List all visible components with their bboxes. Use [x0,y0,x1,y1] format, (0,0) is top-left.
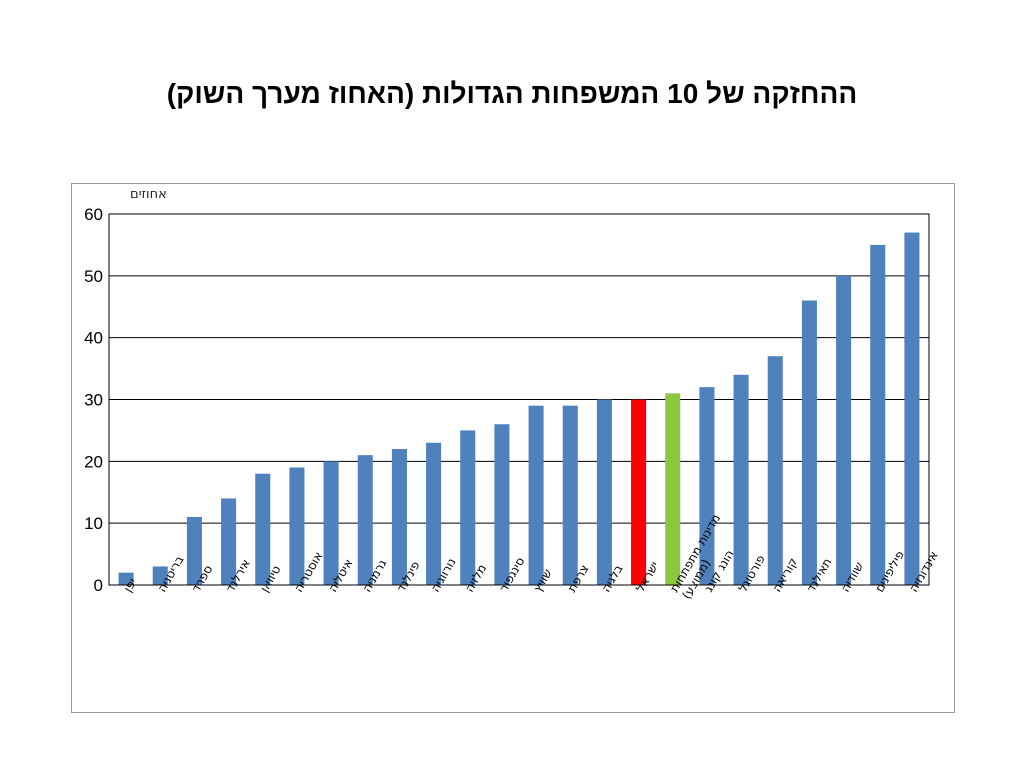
bar [255,473,271,585]
y-axis-label: אחוזים [130,187,167,202]
y-tick-label: 30 [84,391,103,410]
bar [289,467,305,585]
bar [836,275,852,585]
bar [631,399,647,585]
slide-title: ההחזקה של 10 המשפחות הגדולות (האחוז מערך… [166,78,858,109]
bar [357,455,373,585]
y-tick-label: 40 [84,329,103,348]
y-tick-label: 0 [94,576,103,595]
bar [801,300,817,585]
bar [221,498,237,585]
bar [426,442,442,585]
bar [870,244,886,585]
plot-border [108,213,930,586]
y-tick-label: 20 [84,452,103,471]
bar [323,461,339,585]
bar [904,232,920,586]
y-tick-label: 10 [84,514,103,533]
bar [152,566,168,585]
bar [767,356,783,585]
bar [391,448,407,585]
bar [699,387,715,585]
bar [186,516,202,585]
bar [665,393,681,585]
bars [118,232,920,586]
bar [494,424,510,585]
y-tick-labels: 0 10 20 30 40 50 60 [84,205,103,595]
y-tick-label: 60 [84,205,103,224]
y-tick-label: 50 [84,267,103,286]
bar [596,399,612,585]
bar [562,405,578,585]
bar [118,572,134,585]
chart-frame: אחוזים 0 10 20 30 40 50 60 יפן בריטניה ספרד אירלנ… [71,183,955,713]
bar [460,430,476,585]
bar [733,374,749,585]
bar [528,405,544,585]
